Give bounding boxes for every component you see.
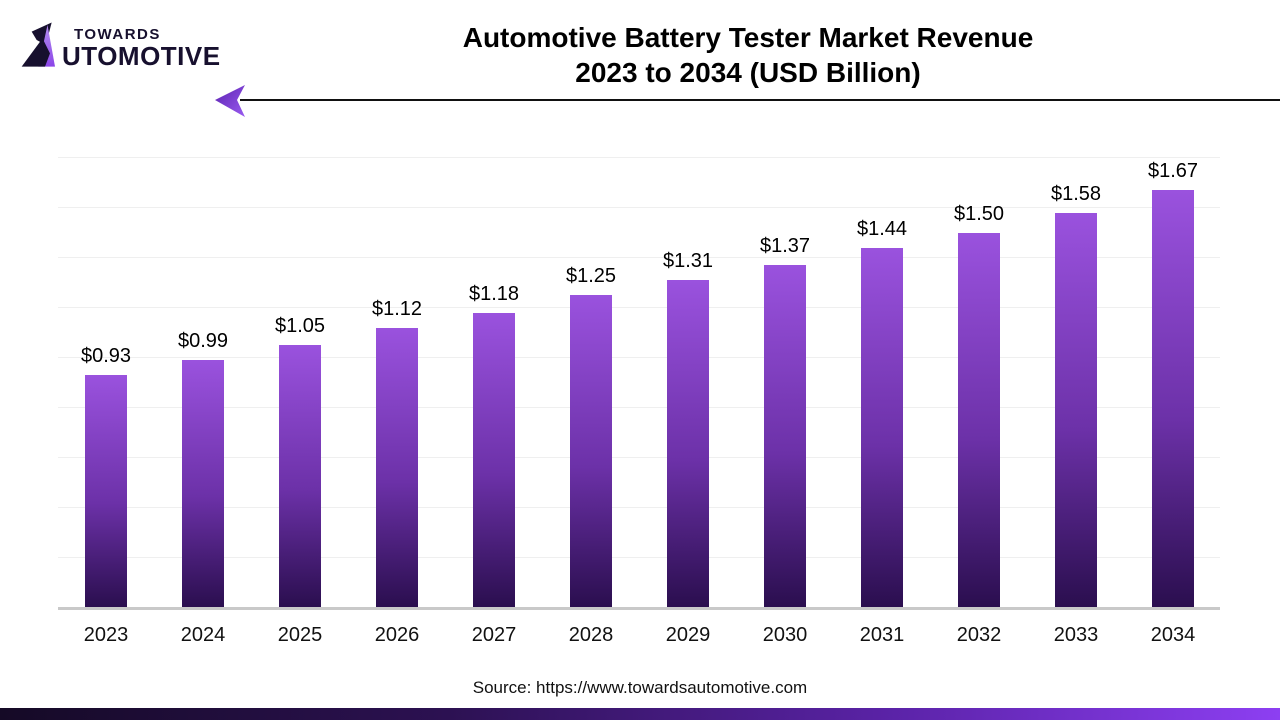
x-tick-label: 2027 <box>471 624 517 646</box>
bar-2032 <box>958 233 1000 608</box>
bar-chart-plot-area: $0.93 $0.99 $1.05 $1.12 $1.18 $1.25 $1.31 $1.37… <box>58 140 1220 608</box>
bar-2031 <box>861 248 903 608</box>
bar-2030 <box>764 265 806 608</box>
x-tick-label: 2033 <box>1053 624 1099 646</box>
x-tick-label: 2025 <box>277 624 323 646</box>
bar-value-label: $1.25 <box>565 265 617 287</box>
x-tick-label: 2026 <box>374 624 420 646</box>
bar-value-label: $1.50 <box>953 203 1005 225</box>
bar-value-label: $1.37 <box>759 235 811 257</box>
x-tick-label: 2031 <box>859 624 905 646</box>
bar-2027 <box>473 313 515 608</box>
gridline <box>58 157 1220 158</box>
x-tick-label: 2029 <box>665 624 711 646</box>
bar-2026 <box>376 328 418 608</box>
x-axis-line <box>58 607 1220 610</box>
source-text: Source: https://www.towardsautomotive.co… <box>472 678 808 697</box>
header-rule-line <box>240 99 1280 101</box>
footer-gradient-bar <box>0 708 1280 720</box>
logo-word-towards: TOWARDS <box>74 26 161 43</box>
gridline <box>58 357 1220 358</box>
bar-2023 <box>85 375 127 608</box>
gridline <box>58 407 1220 408</box>
bar-value-label: $1.67 <box>1147 160 1199 182</box>
gridline <box>58 457 1220 458</box>
gridline <box>58 207 1220 208</box>
x-tick-label: 2032 <box>956 624 1002 646</box>
bar-2034 <box>1152 190 1194 608</box>
left-arrowhead-icon <box>215 85 245 117</box>
gridline <box>58 307 1220 308</box>
x-tick-label: 2024 <box>180 624 226 646</box>
bar-value-label: $1.05 <box>274 315 326 337</box>
bar-value-label: $1.18 <box>468 283 520 305</box>
bar-2029 <box>667 280 709 608</box>
logo-wordmark: TOWARDS UTOMOTIVE <box>62 20 221 69</box>
bar-2024 <box>182 360 224 608</box>
towards-automotive-a-mark-icon <box>21 22 55 67</box>
bar-value-label: $0.93 <box>80 345 132 367</box>
chart-title-line1: Automotive Battery Tester Market Revenue <box>462 22 1034 53</box>
x-tick-label: 2023 <box>83 624 129 646</box>
chart-title-line2: 2023 to 2034 (USD Billion) <box>575 57 921 88</box>
gridline <box>58 557 1220 558</box>
chart-title: Automotive Battery Tester Market Revenue… <box>216 20 1280 90</box>
x-tick-label: 2030 <box>762 624 808 646</box>
logo-word-automotive: UTOMOTIVE <box>62 41 221 71</box>
bar-value-label: $1.58 <box>1050 183 1102 205</box>
bar-value-label: $1.31 <box>662 250 714 272</box>
towards-automotive-logo: TOWARDS UTOMOTIVE <box>20 20 221 70</box>
bar-value-label: $1.12 <box>371 298 423 320</box>
gridline <box>58 507 1220 508</box>
bar-2025 <box>279 345 321 608</box>
x-tick-label: 2028 <box>568 624 614 646</box>
bar-value-label: $1.44 <box>856 218 908 240</box>
bar-2028 <box>570 295 612 608</box>
x-tick-label: 2034 <box>1150 624 1196 646</box>
bar-value-label: $0.99 <box>177 330 229 352</box>
gridline <box>58 257 1220 258</box>
bar-2033 <box>1055 213 1097 608</box>
